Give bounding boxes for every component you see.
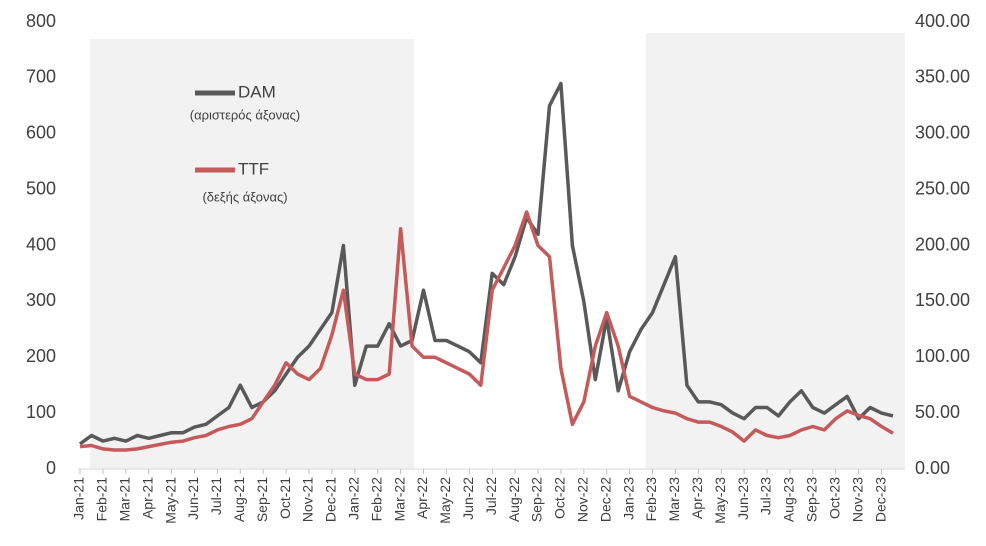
x-tick-label: Nov-21 xyxy=(300,477,316,522)
y2-tick-label: 400.00 xyxy=(915,11,970,31)
x-tick-label: Mar-23 xyxy=(666,477,682,522)
x-tick-label: Feb-22 xyxy=(368,477,384,522)
x-tick-label: Jan-23 xyxy=(620,477,636,520)
y2-tick-label: 0.00 xyxy=(915,458,950,478)
legend-label: TTF xyxy=(238,159,269,178)
shaded-period xyxy=(646,33,905,469)
x-tick-label: Aug-23 xyxy=(781,477,797,522)
x-tick-label: May-21 xyxy=(162,477,178,524)
x-tick-label: Jul-23 xyxy=(758,477,774,515)
shaded-period xyxy=(90,39,414,469)
y-tick-label: 300 xyxy=(26,290,56,310)
y-tick-label: 600 xyxy=(26,123,56,143)
y2-tick-label: 200.00 xyxy=(915,234,970,254)
y-tick-label: 500 xyxy=(26,178,56,198)
legend-label: DAM xyxy=(238,82,276,101)
x-tick-label: Dec-22 xyxy=(597,477,613,522)
y-tick-label: 100 xyxy=(26,402,56,422)
x-tick-label: Dec-21 xyxy=(323,477,339,522)
x-tick-label: Jun-21 xyxy=(185,477,201,520)
y-tick-label: 800 xyxy=(26,11,56,31)
legend-note: (δεξής άξονας) xyxy=(202,189,287,204)
legend-note: (αριστερός άξονας) xyxy=(190,107,300,122)
x-tick-label: Dec-23 xyxy=(872,477,888,522)
x-tick-label: Aug-22 xyxy=(506,477,522,522)
x-tick-label: Sep-22 xyxy=(529,477,545,522)
x-tick-label: Jan-21 xyxy=(71,477,87,520)
y-tick-label: 200 xyxy=(26,346,56,366)
y-tick-label: 400 xyxy=(26,234,56,254)
x-tick-label: May-22 xyxy=(437,477,453,524)
y2-tick-label: 350.00 xyxy=(915,67,970,87)
x-tick-label: Oct-21 xyxy=(277,477,293,519)
x-tick-label: Sep-21 xyxy=(254,477,270,522)
x-tick-label: Mar-21 xyxy=(117,477,133,522)
y-tick-label: 0 xyxy=(46,458,56,478)
x-tick-label: Nov-22 xyxy=(575,477,591,522)
x-tick-label: Feb-23 xyxy=(643,477,659,522)
x-tick-label: Aug-21 xyxy=(231,477,247,522)
x-tick-label: Jul-22 xyxy=(483,477,499,515)
x-tick-label: Apr-22 xyxy=(414,477,430,519)
x-tick-label: Oct-22 xyxy=(552,477,568,519)
y2-tick-label: 250.00 xyxy=(915,178,970,198)
y2-tick-label: 150.00 xyxy=(915,290,970,310)
x-tick-label: Apr-23 xyxy=(689,477,705,519)
x-tick-label: Jun-22 xyxy=(460,477,476,520)
y-tick-label: 700 xyxy=(26,67,56,87)
series-line xyxy=(78,81,894,446)
x-tick-label: Jun-23 xyxy=(735,477,751,520)
x-tick-label: Jan-22 xyxy=(346,477,362,520)
series-line xyxy=(79,210,894,452)
x-tick-label: Jul-21 xyxy=(208,477,224,515)
x-tick-label: Mar-22 xyxy=(391,477,407,522)
x-tick-label: May-23 xyxy=(712,477,728,524)
x-tick-label: Feb-21 xyxy=(94,477,110,522)
x-tick-label: Apr-21 xyxy=(139,477,155,519)
y2-tick-label: 300.00 xyxy=(915,123,970,143)
x-tick-label: Oct-23 xyxy=(826,477,842,519)
x-tick-label: Nov-23 xyxy=(849,477,865,522)
y2-tick-label: 50.00 xyxy=(915,402,960,422)
x-tick-label: Sep-23 xyxy=(804,477,820,522)
y2-tick-label: 100.00 xyxy=(915,346,970,366)
